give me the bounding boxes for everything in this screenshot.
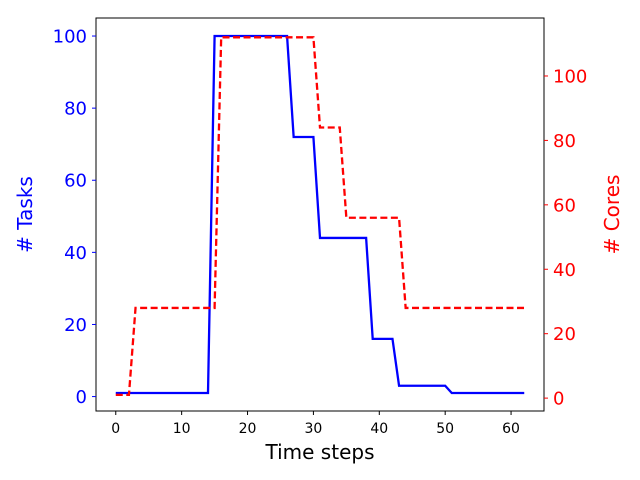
left-tick-label: 60	[64, 171, 87, 192]
series-layer	[115, 34, 525, 397]
right-tick-label: 20	[553, 324, 576, 345]
x-tick-label: 20	[239, 421, 257, 437]
cores-series-line	[115, 36, 525, 397]
x-tick-label: 0	[111, 421, 120, 437]
x-axis-label: Time steps	[265, 440, 375, 464]
right-tick-label: 0	[553, 389, 564, 410]
x-tick-label: 10	[173, 421, 191, 437]
left-tick-label: 80	[64, 99, 87, 120]
left-tick-label: 20	[64, 315, 87, 336]
right-tick-label: 100	[553, 66, 587, 87]
tasks-series-line	[115, 34, 525, 395]
x-tick-label: 50	[436, 421, 454, 437]
plot-frame	[95, 17, 545, 412]
right-tick-label: 80	[553, 131, 576, 152]
right-tick-label: 40	[553, 260, 576, 281]
right-axis-ticks: 0 20 40 60 80 100	[544, 66, 587, 410]
left-tick-label: 100	[53, 27, 87, 48]
left-tick-label: 40	[64, 243, 87, 264]
left-tick-label: 0	[76, 387, 87, 408]
right-axis-label: # Cores	[600, 175, 624, 255]
left-axis-ticks: 0 20 40 60 80 100	[53, 27, 96, 408]
x-tick-label: 60	[502, 421, 520, 437]
left-axis-label: # Tasks	[13, 176, 37, 253]
x-axis-ticks: 0 10 20 30 40 50 60	[111, 411, 520, 437]
x-tick-label: 40	[370, 421, 388, 437]
x-tick-label: 30	[304, 421, 322, 437]
right-tick-label: 60	[553, 195, 576, 216]
